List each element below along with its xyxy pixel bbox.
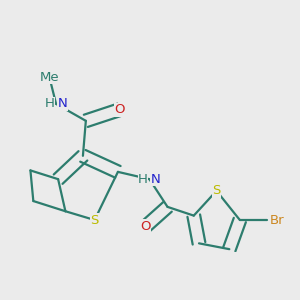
Text: H: H xyxy=(45,98,55,110)
Text: N: N xyxy=(151,173,160,186)
Text: Br: Br xyxy=(270,214,284,226)
Text: Me: Me xyxy=(40,70,59,84)
Text: O: O xyxy=(140,220,151,233)
Text: N: N xyxy=(58,98,67,110)
Text: S: S xyxy=(90,214,99,226)
Text: O: O xyxy=(114,103,124,116)
Text: S: S xyxy=(212,184,221,197)
Text: H: H xyxy=(138,173,148,186)
